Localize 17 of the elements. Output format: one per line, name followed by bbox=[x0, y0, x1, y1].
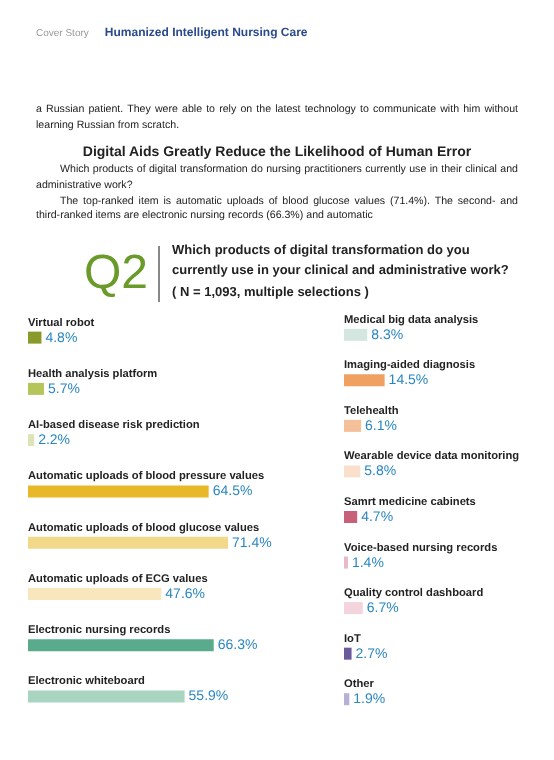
bar bbox=[344, 693, 350, 706]
bar bbox=[28, 485, 209, 498]
bar bbox=[28, 639, 214, 652]
bar bbox=[28, 383, 44, 396]
bar bbox=[344, 465, 361, 478]
bar bbox=[344, 420, 362, 433]
bar bbox=[344, 329, 368, 342]
bar bbox=[344, 374, 385, 387]
bar bbox=[28, 332, 42, 345]
bar bbox=[344, 648, 352, 661]
bar bbox=[344, 602, 363, 615]
bar bbox=[28, 690, 185, 703]
bar bbox=[28, 537, 228, 550]
bar bbox=[344, 511, 358, 524]
bar bbox=[28, 434, 35, 447]
text: Q2 bbox=[84, 245, 161, 302]
bar bbox=[28, 588, 162, 601]
